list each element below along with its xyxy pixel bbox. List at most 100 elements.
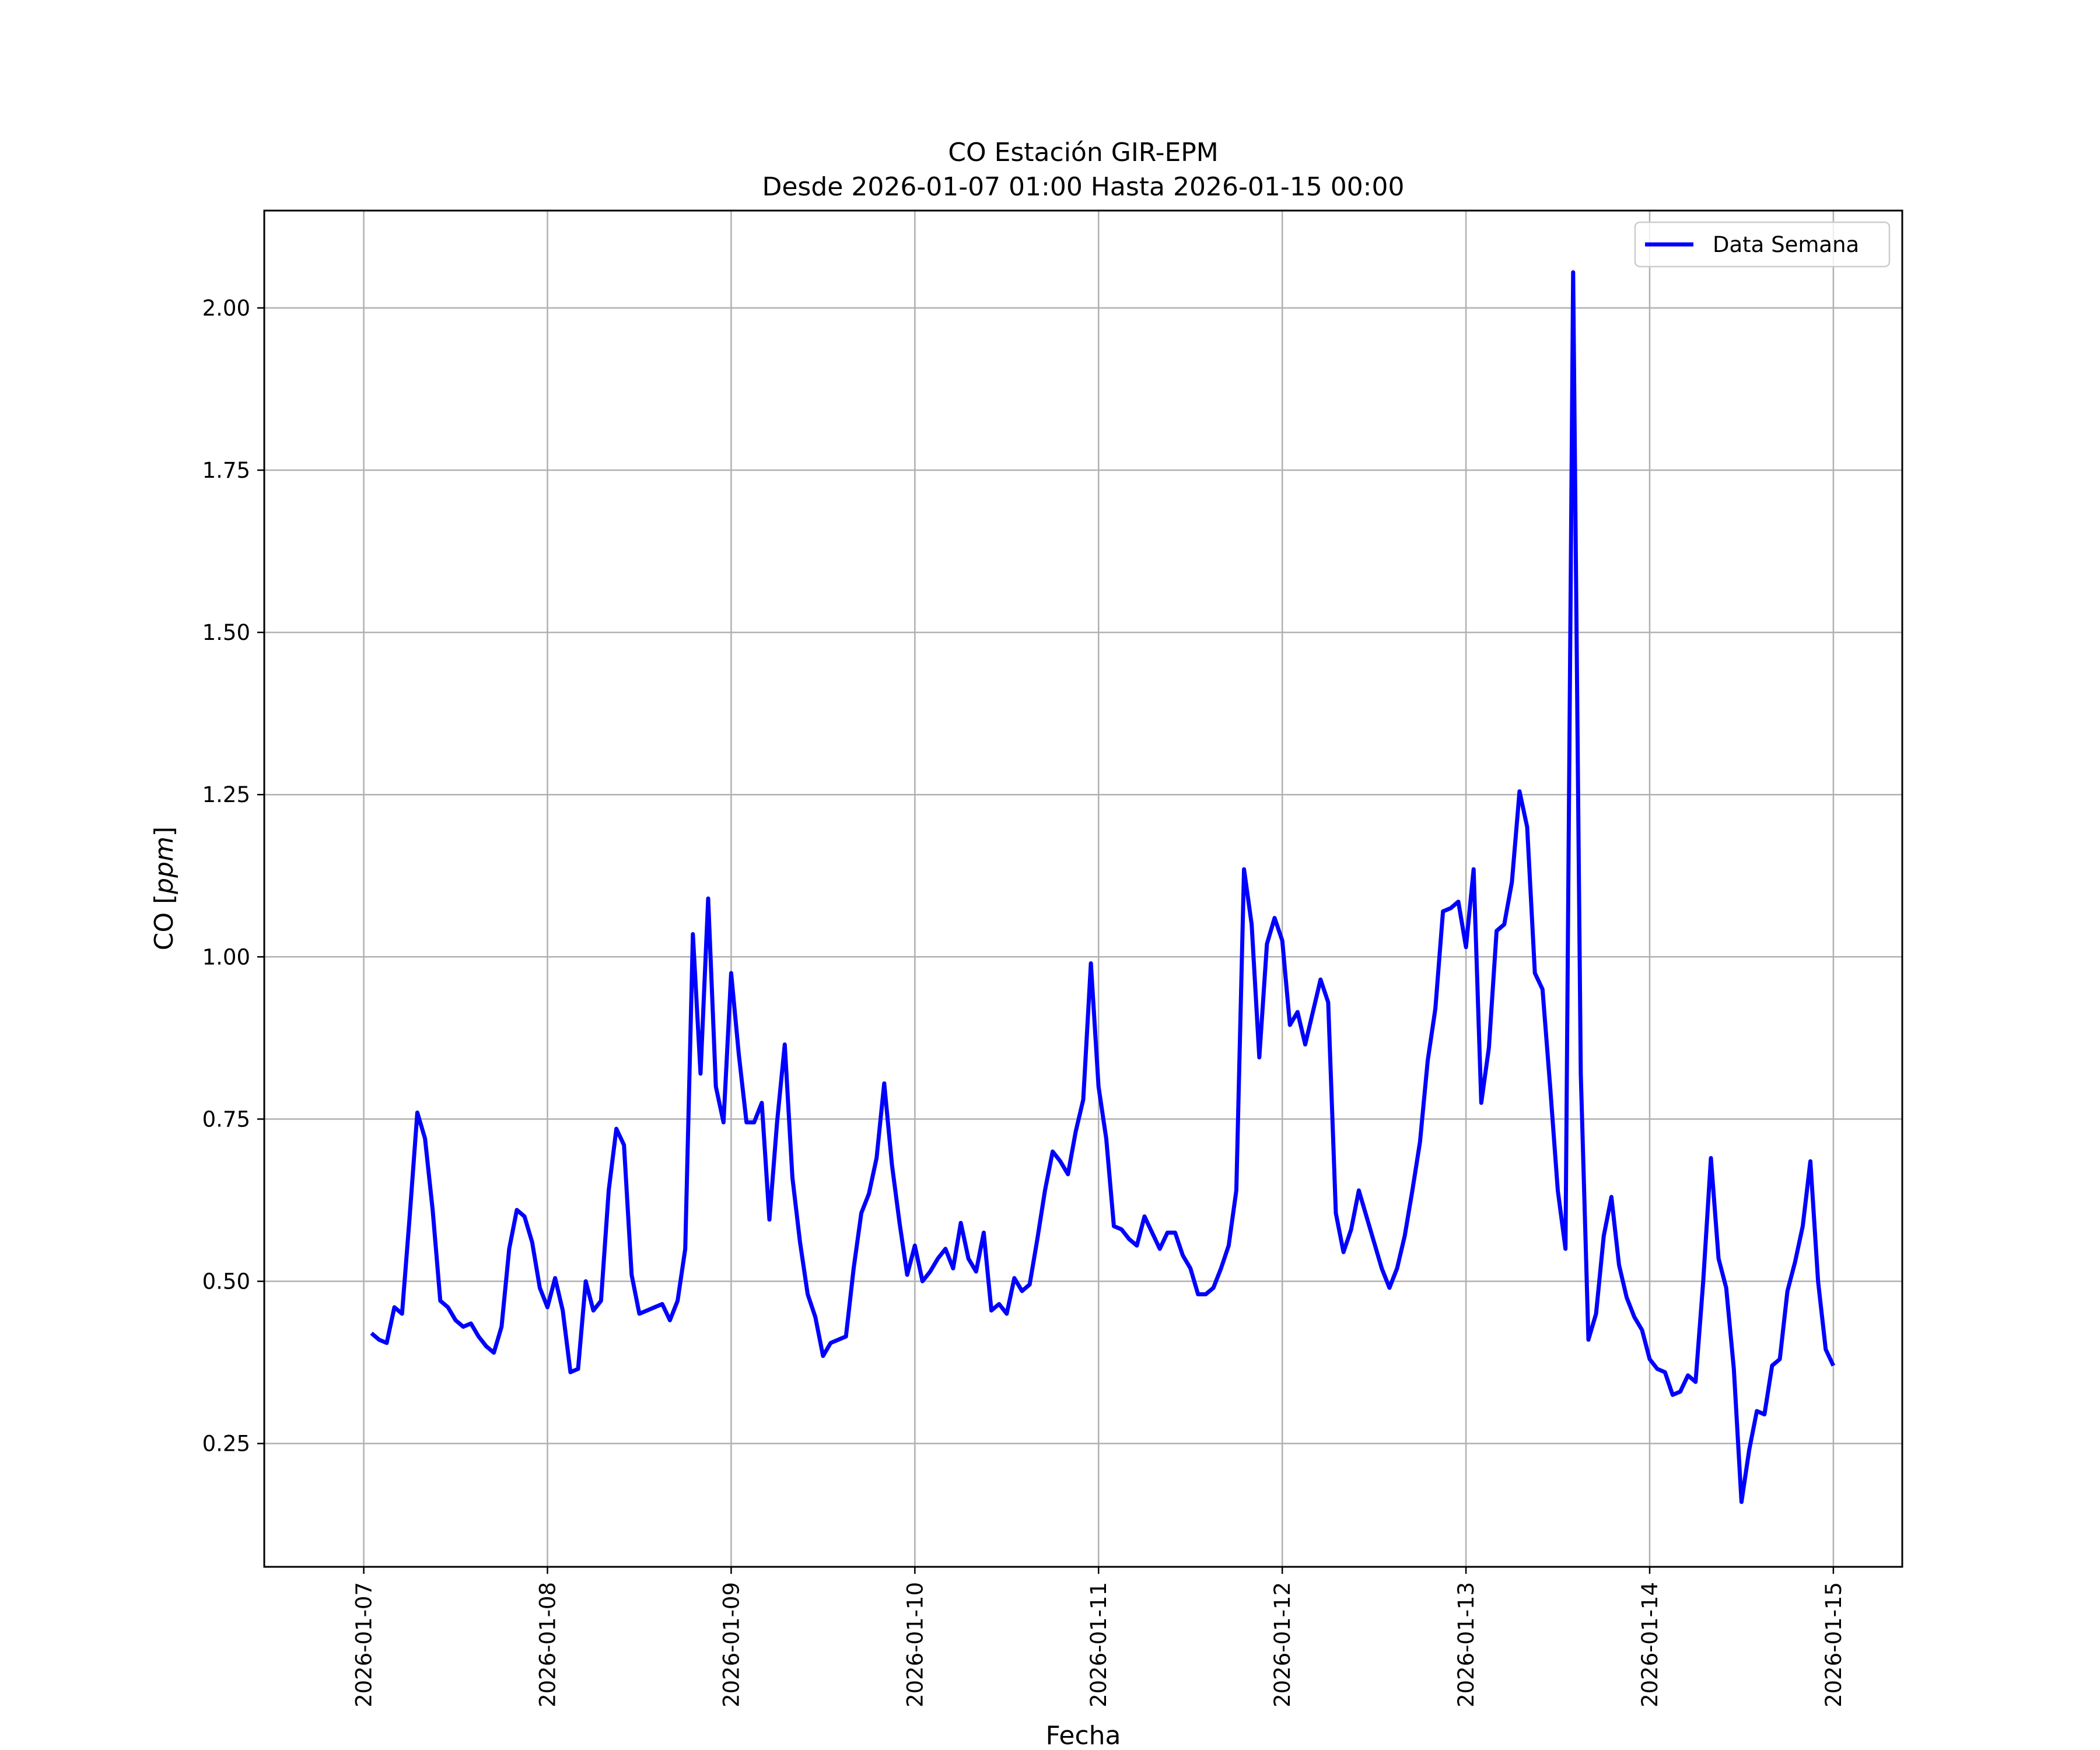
data-point (639, 1313, 640, 1315)
data-point (1098, 1086, 1100, 1087)
y-tick-label: 1.25 (202, 782, 250, 807)
y-axis-label: CO [ppm] (149, 827, 179, 950)
data-point (547, 1307, 548, 1308)
data-point (1458, 901, 1460, 902)
data-point (1029, 1284, 1031, 1286)
data-point (1450, 907, 1451, 909)
data-point (1810, 1160, 1811, 1162)
data-point (478, 1336, 480, 1338)
data-point (1664, 1371, 1666, 1373)
data-point (1518, 790, 1520, 792)
data-point (1243, 869, 1245, 870)
data-point (1588, 1339, 1590, 1340)
data-point (432, 1209, 433, 1211)
data-point (1434, 1008, 1436, 1010)
data-point (1373, 1241, 1375, 1243)
data-point (554, 1278, 556, 1279)
data-point (1343, 1251, 1345, 1253)
data-point (1687, 1374, 1689, 1376)
data-point (753, 1122, 755, 1124)
data-point (1633, 1316, 1635, 1318)
data-point (493, 1352, 495, 1353)
x-axis-ticks: 2026-01-07 2026-01-08 2026-01-09 2026-01-10… (352, 1567, 1846, 1707)
data-point (1794, 1261, 1796, 1263)
data-point (1702, 1280, 1704, 1282)
data-point (669, 1320, 671, 1321)
data-point (1473, 869, 1475, 870)
data-point (524, 1216, 526, 1217)
data-point (470, 1322, 472, 1324)
data-point (907, 1274, 908, 1276)
data-point (1611, 1196, 1612, 1198)
data-point (516, 1209, 518, 1211)
data-point (386, 1342, 387, 1344)
data-point (463, 1326, 464, 1328)
data-point (1289, 1024, 1291, 1026)
data-point (1825, 1349, 1826, 1350)
data-point (1128, 1238, 1130, 1240)
data-point (1205, 1293, 1206, 1295)
chart-subtitle: Desde 2026-01-07 01:00 Hasta 2026-01-15 … (762, 172, 1404, 202)
data-point (944, 1248, 946, 1250)
data-point (715, 1086, 717, 1087)
data-point (1832, 1365, 1834, 1367)
data-point (631, 1274, 632, 1276)
data-point (416, 1112, 418, 1114)
data-point (1037, 1238, 1038, 1240)
data-point (991, 1310, 992, 1311)
x-tick-label: 2026-01-15 (1821, 1582, 1846, 1707)
data-point (1534, 972, 1536, 974)
data-point (1733, 1368, 1735, 1370)
data-point (1297, 1011, 1298, 1013)
data-point (1381, 1268, 1382, 1269)
chart-title: CO Estación GIR-EPM (948, 138, 1219, 167)
data-point (615, 1128, 617, 1130)
data-point (1404, 1235, 1406, 1237)
data-point (646, 1310, 648, 1311)
data-point (1274, 917, 1276, 919)
y-tick-label: 0.75 (202, 1107, 250, 1132)
data-point (1488, 1047, 1490, 1049)
y-tick-label: 1.00 (202, 944, 250, 970)
data-point (1465, 946, 1467, 948)
data-point (623, 1144, 625, 1146)
data-point (1213, 1287, 1214, 1289)
data-point (761, 1102, 762, 1104)
data-point (1763, 1413, 1765, 1415)
data-point (1090, 963, 1092, 964)
y-axis-label-prefix: CO [ (149, 894, 179, 951)
data-point (1044, 1189, 1046, 1191)
data-point (1595, 1313, 1597, 1315)
data-point (585, 1280, 587, 1282)
data-point (899, 1222, 901, 1224)
data-point (1074, 1131, 1076, 1133)
data-point (876, 1157, 877, 1159)
data-point (1312, 1011, 1314, 1013)
x-tick-label: 2026-01-11 (1086, 1582, 1111, 1707)
data-point (1144, 1216, 1146, 1217)
data-point (1350, 1228, 1352, 1230)
data-point (1320, 979, 1321, 981)
data-point (1067, 1174, 1069, 1175)
data-point (769, 1219, 771, 1220)
data-point (424, 1138, 426, 1139)
data-point (1618, 1264, 1620, 1266)
data-point (960, 1222, 962, 1224)
data-point (998, 1303, 1000, 1305)
data-point (1266, 943, 1268, 945)
data-point (600, 1300, 602, 1301)
data-point (883, 1083, 885, 1084)
data-point (1189, 1268, 1191, 1269)
data-point (1152, 1232, 1153, 1234)
data-point (1672, 1394, 1674, 1396)
data-point (378, 1339, 380, 1340)
data-point (1021, 1290, 1023, 1292)
data-point (799, 1241, 801, 1243)
data-point (1603, 1235, 1605, 1237)
data-point (1741, 1501, 1742, 1503)
data-point (1366, 1216, 1367, 1217)
data-point (1657, 1368, 1658, 1370)
data-point (776, 1122, 778, 1124)
data-point (1182, 1255, 1184, 1256)
data-point (578, 1368, 579, 1370)
